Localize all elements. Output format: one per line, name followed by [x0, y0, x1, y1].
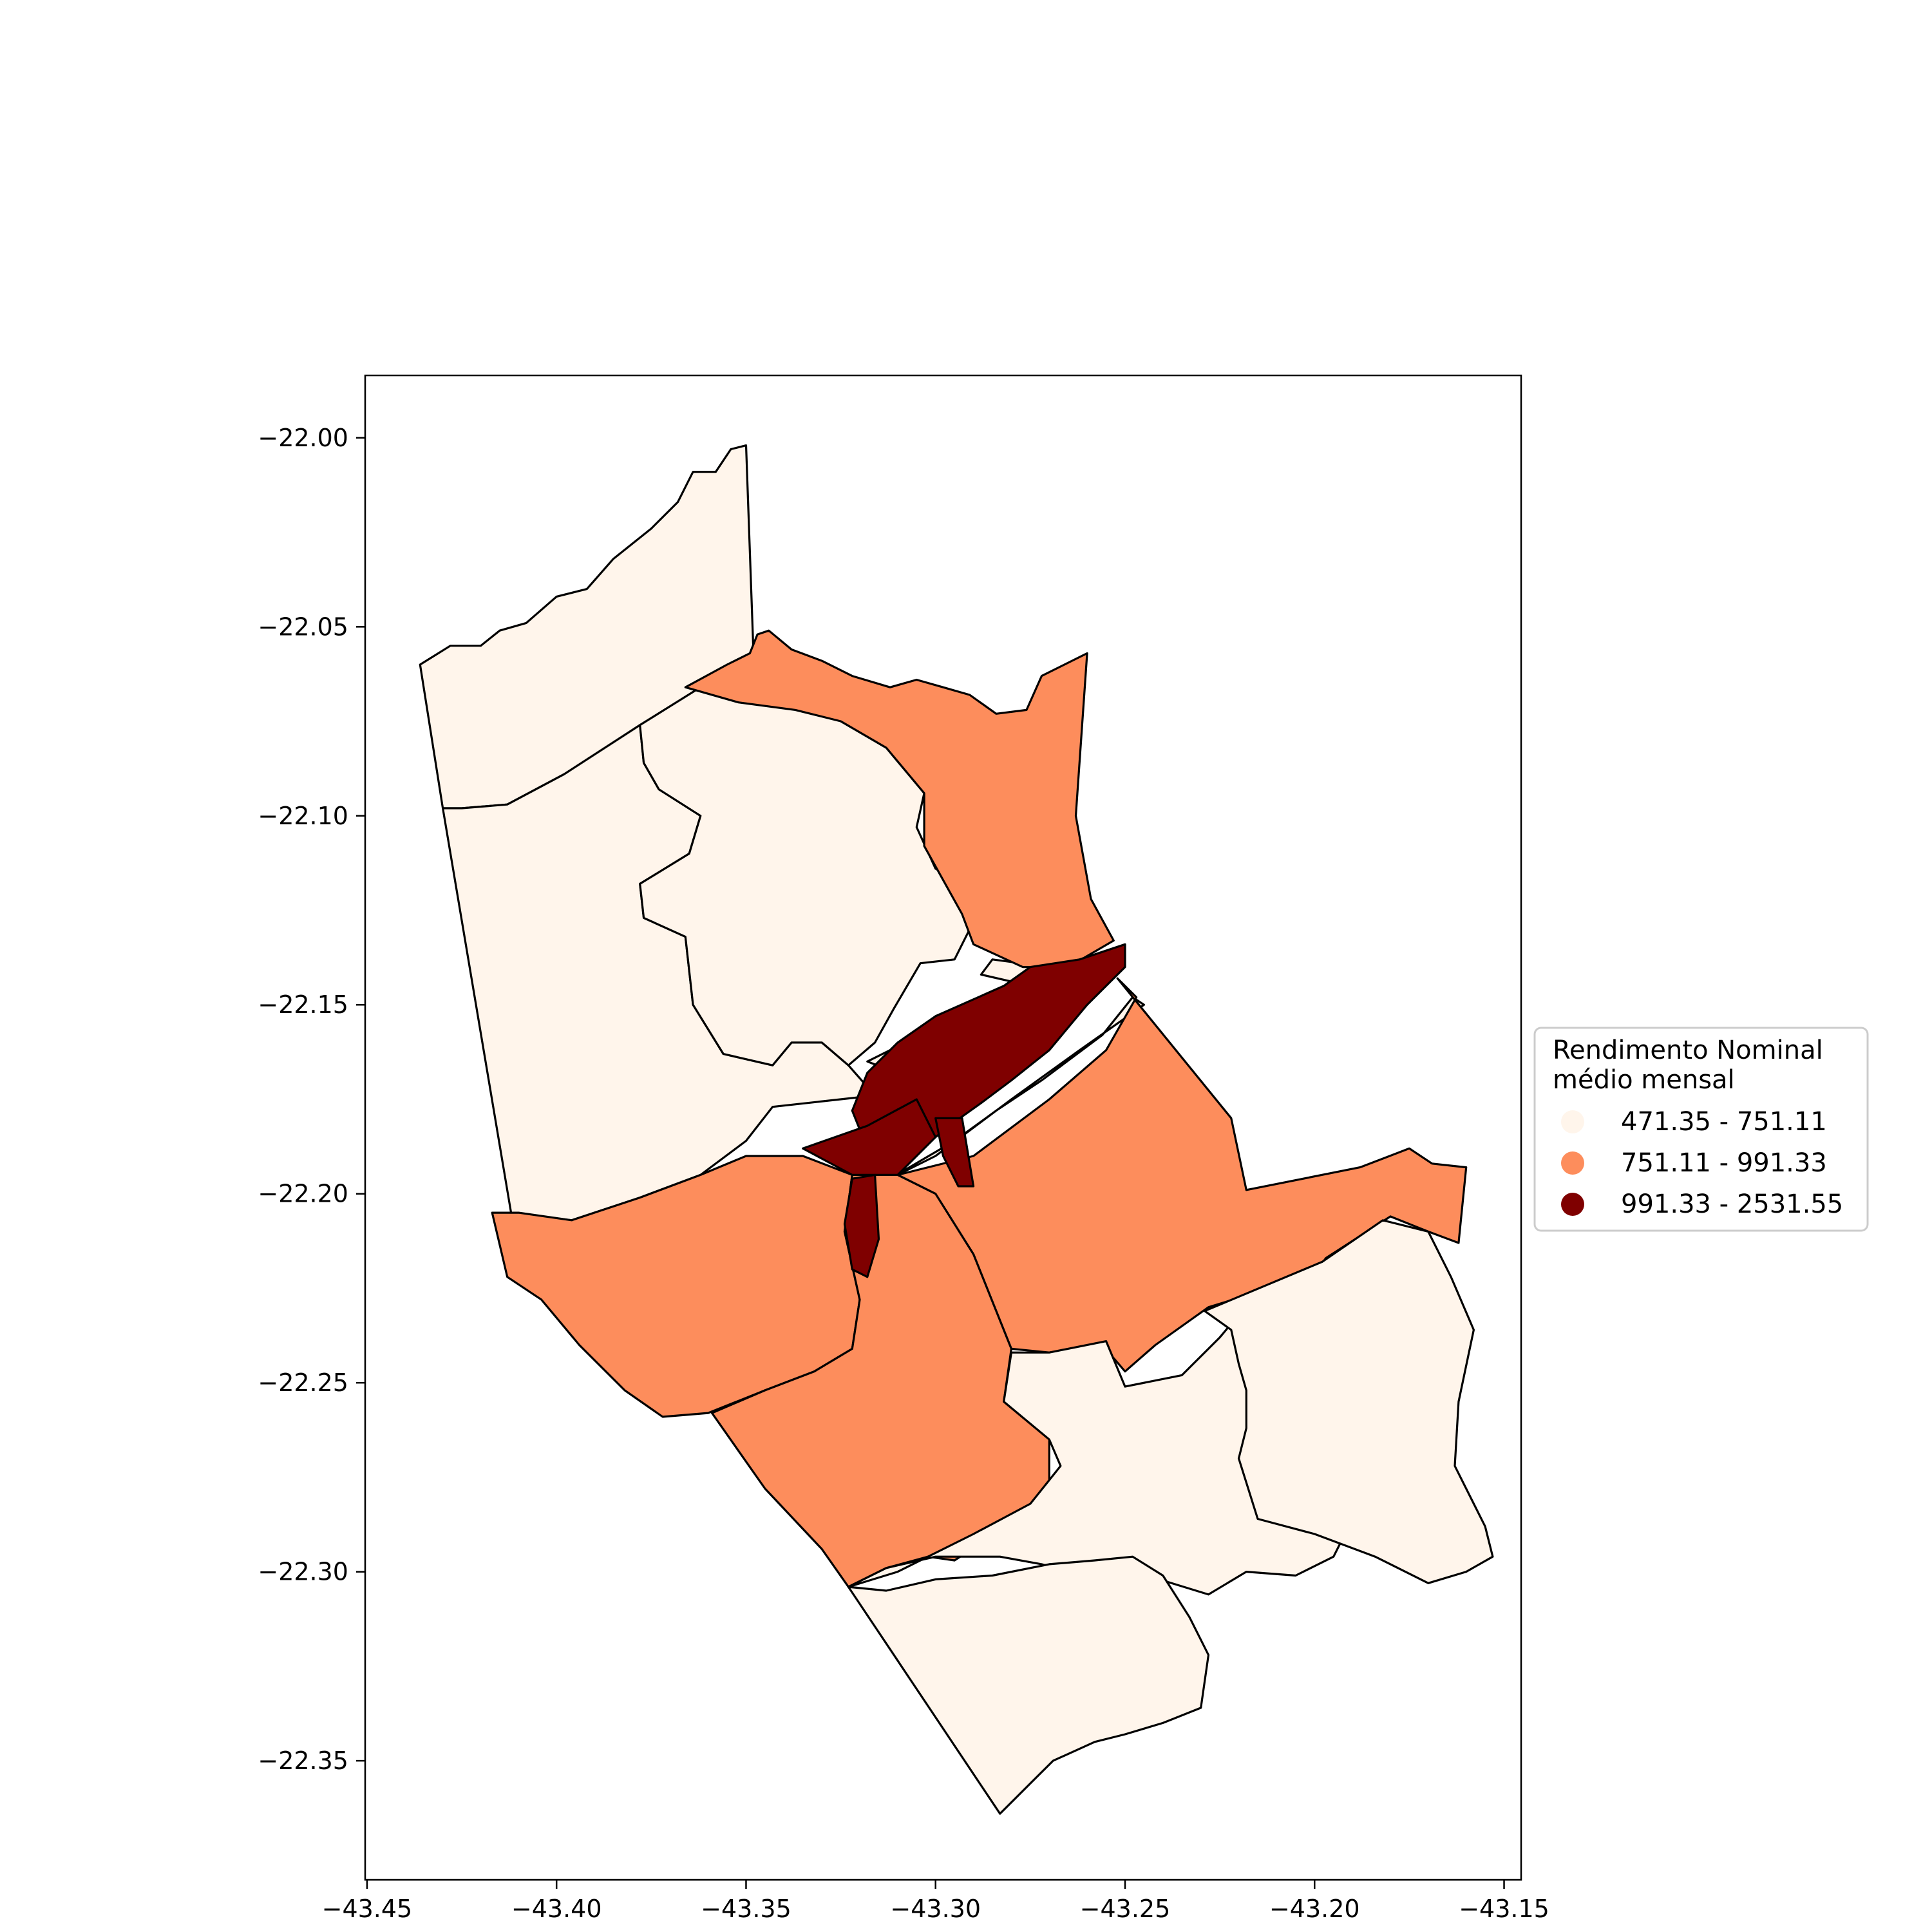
- map-region-16: [1203, 1219, 1494, 1584]
- legend-label-mid: 751.11 - 991.33: [1621, 1148, 1827, 1178]
- map-region-12: [802, 1098, 937, 1177]
- x-tick-label: −43.30: [890, 1895, 981, 1923]
- x-tick-label: −43.20: [1269, 1895, 1360, 1923]
- y-tick-label: −22.30: [258, 1558, 348, 1586]
- legend: Rendimento Nominal médio mensal 471.35 -…: [1533, 1027, 1869, 1232]
- legend-title-line-1: Rendimento Nominal: [1553, 1036, 1823, 1065]
- y-tick-label: −22.35: [258, 1747, 348, 1775]
- legend-label-high: 991.33 - 2531.55: [1621, 1189, 1843, 1219]
- x-tick-label: −43.40: [511, 1895, 602, 1923]
- legend-swatch-high: [1561, 1193, 1584, 1216]
- map-regions: [419, 444, 1494, 1815]
- x-tick-label: −43.15: [1459, 1895, 1549, 1923]
- legend-box: [1533, 1027, 1869, 1232]
- map-region-7: [684, 629, 1115, 969]
- y-tick-label: −22.05: [258, 612, 348, 641]
- x-tick-label: −43.35: [701, 1895, 791, 1923]
- map-region-14: [934, 1117, 975, 1188]
- map-region-17: [847, 1555, 1210, 1815]
- legend-swatch-mid: [1561, 1151, 1584, 1175]
- x-axis-ticks: −43.45 −43.40 −43.35 −43.30 −43.25 −43.20 −43.…: [322, 1880, 1549, 1923]
- legend-label-low: 471.35 - 751.11: [1621, 1107, 1827, 1137]
- y-tick-label: −22.15: [258, 990, 348, 1019]
- legend-swatch-low: [1561, 1110, 1584, 1133]
- axes-frame: [364, 374, 1522, 1881]
- map-region-13: [843, 1173, 880, 1278]
- y-tick-label: −22.10: [258, 802, 348, 830]
- x-tick-label: −43.45: [322, 1895, 413, 1923]
- y-axis-ticks: −22.00 −22.05 −22.10 −22.15 −22.20 −22.25 −22.…: [258, 424, 365, 1775]
- y-tick-label: −22.00: [258, 424, 348, 452]
- y-tick-label: −22.20: [258, 1180, 348, 1208]
- x-tick-label: −43.25: [1080, 1895, 1171, 1923]
- legend-title-line-2: médio mensal: [1553, 1065, 1735, 1095]
- y-tick-label: −22.25: [258, 1368, 348, 1397]
